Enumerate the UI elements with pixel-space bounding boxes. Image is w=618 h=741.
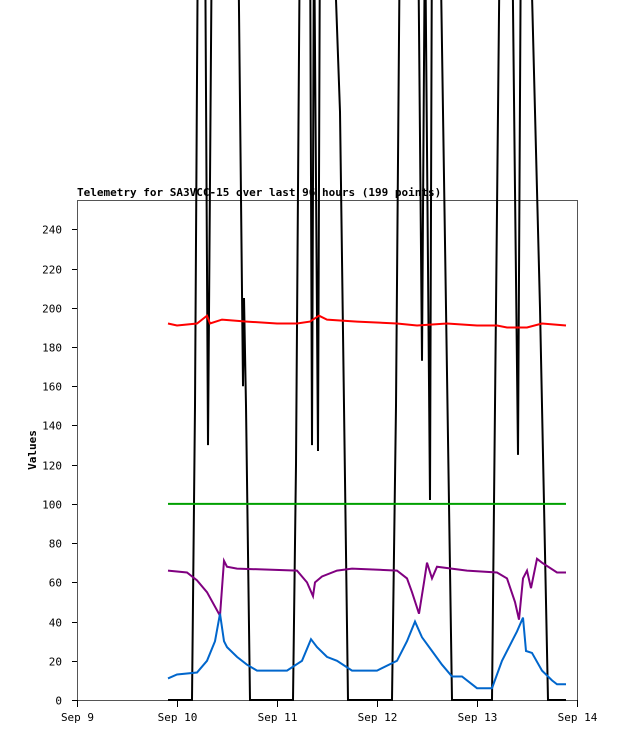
- plot-frame: [77, 200, 578, 701]
- y-tick-label: 240: [42, 224, 62, 237]
- series-line-black: [168, 0, 566, 701]
- y-tick-label: 140: [42, 420, 62, 433]
- series-line-purple: [167, 557, 566, 620]
- axes: 0 20 40 60 80 100 120 140 160 180 200 220 240 Sep 9 Se…: [42, 224, 598, 725]
- y-axis-label: Values: [26, 430, 39, 470]
- series-line-blue: [167, 613, 566, 690]
- x-tick-label: Sep 14: [558, 711, 598, 724]
- y-tick-label: 60: [49, 577, 62, 590]
- y-tick-label: 0: [55, 695, 62, 708]
- y-tick-label: 180: [42, 342, 62, 355]
- series-group: [167, 0, 567, 701]
- y-tick-label: 220: [42, 264, 62, 277]
- chart-title: Telemetry for SA3VCC-15 over last 96 hou…: [77, 186, 441, 199]
- x-tick-label: Sep 11: [258, 711, 298, 724]
- x-tick-label: Sep 12: [358, 711, 398, 724]
- x-tick-label: Sep 13: [458, 711, 498, 724]
- y-tick-label: 40: [49, 617, 62, 630]
- x-tick-label: Sep 10: [158, 711, 198, 724]
- series-line-red: [167, 314, 567, 329]
- y-tick-label: 80: [49, 538, 62, 551]
- x-tick-label: Sep 9: [61, 711, 94, 724]
- y-tick-label: 100: [42, 499, 62, 512]
- y-tick-label: 200: [42, 303, 62, 316]
- y-tick-label: 160: [42, 381, 62, 394]
- y-tick-label: 20: [49, 656, 62, 669]
- y-tick-label: 120: [42, 460, 62, 473]
